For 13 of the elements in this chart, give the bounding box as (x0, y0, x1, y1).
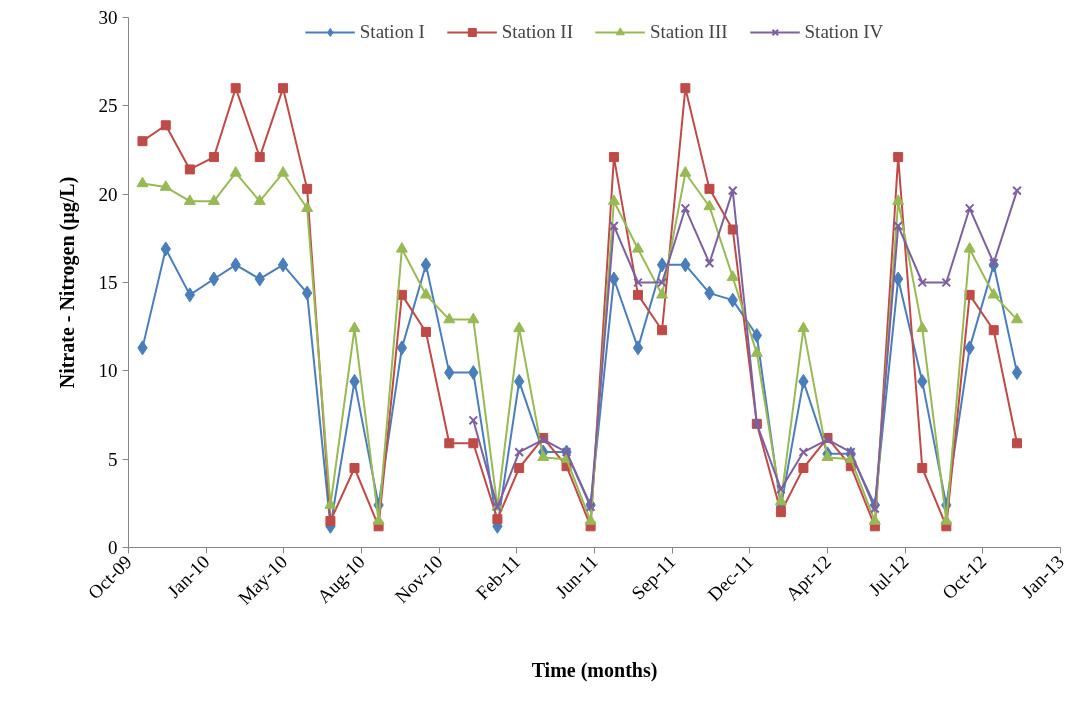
legend-label: Station III (649, 21, 728, 43)
legend-label: Station I (359, 21, 425, 43)
y-axis-title: Nitrate - Nitrogen (µg/L) (55, 176, 79, 389)
y-tick-label: 15 (98, 272, 118, 293)
y-tick-label: 5 (108, 448, 118, 470)
x-axis-title: Time (months) (531, 658, 658, 682)
legend-label: Station II (501, 21, 573, 43)
y-tick-label: 30 (98, 7, 118, 28)
y-tick-label: 0 (108, 537, 118, 558)
y-tick-label: 10 (98, 360, 118, 382)
y-tick-label: 20 (98, 183, 118, 205)
y-tick-label: 25 (98, 95, 118, 117)
legend-label: Station IV (804, 21, 884, 43)
